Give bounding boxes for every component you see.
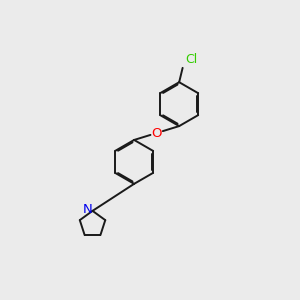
Text: O: O: [152, 127, 162, 140]
Text: N: N: [82, 203, 92, 216]
Text: Cl: Cl: [185, 53, 198, 66]
